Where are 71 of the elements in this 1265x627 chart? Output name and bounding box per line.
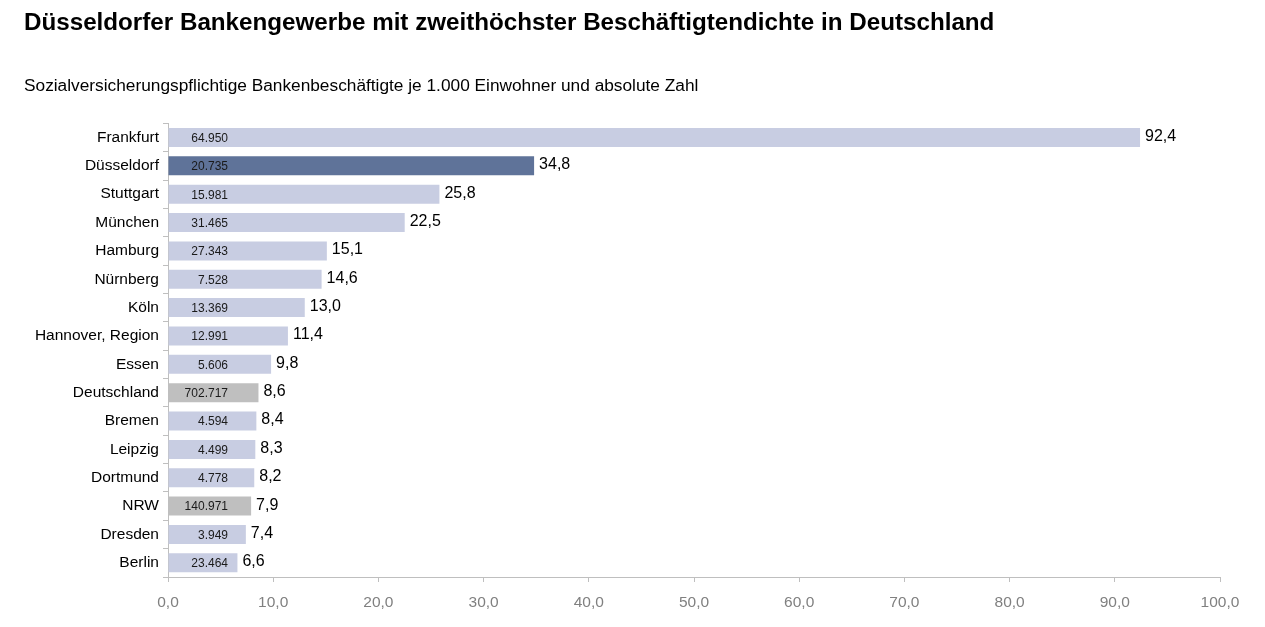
annotation: 15.981 — [191, 187, 229, 202]
chart-title: Düsseldorfer Bankengewerbe mit zweithöchster Beschäftigtendichte in Deutschland — [24, 8, 995, 36]
x-tick-label: 30,0 — [468, 592, 500, 610]
annotation: 27.343 — [191, 244, 229, 259]
annotation: 23.464 — [191, 556, 229, 571]
data-label: 34,8 — [539, 155, 571, 173]
y-tick-label: Düsseldorf — [84, 156, 160, 174]
annotation: 5.606 — [197, 357, 229, 372]
bar — [168, 269, 322, 289]
y-tick-label: Essen — [115, 354, 159, 372]
x-tick-label: 20,0 — [363, 592, 394, 610]
y-tick-label: München — [95, 212, 159, 230]
y-tick-label: Dresden — [100, 524, 159, 542]
y-tick-label: Deutschland — [72, 382, 159, 400]
bar — [168, 184, 440, 204]
bar — [168, 127, 1141, 147]
annotation: 12.991 — [191, 329, 229, 344]
y-tick-label: Stuttgart — [100, 184, 160, 202]
y-tick-label: Nürnberg — [94, 269, 159, 287]
annotation: 13.369 — [191, 300, 229, 315]
y-tick-label: NRW — [122, 496, 160, 514]
annotation: 7.528 — [197, 272, 229, 287]
bar — [168, 354, 272, 374]
data-label: 9,8 — [276, 353, 299, 371]
bar — [168, 468, 255, 488]
x-tick-label: 40,0 — [573, 592, 605, 610]
bar — [168, 298, 305, 318]
annotation: 702.717 — [184, 386, 229, 400]
bar — [168, 241, 327, 261]
y-tick-label: Köln — [127, 297, 159, 315]
y-tick-label: Berlin — [119, 553, 159, 571]
y-tick-label: Hamburg — [95, 241, 159, 259]
x-tick-label: 90,0 — [1099, 592, 1131, 610]
x-tick-label: 60,0 — [784, 592, 815, 610]
data-label: 14,6 — [326, 268, 358, 286]
data-label: 15,1 — [331, 240, 364, 258]
bar — [168, 326, 288, 346]
data-label: 13,0 — [309, 297, 341, 315]
bar — [168, 213, 405, 233]
x-tick-label: 50,0 — [678, 592, 710, 610]
x-tick-label: 70,0 — [889, 592, 920, 610]
annotation: 3.949 — [197, 527, 229, 542]
annotation: 20.735 — [191, 159, 229, 174]
chart-subtitle: Sozialversicherungspflichtige Bankenbeschäftigte je 1.000 Einwohner und absolute Zahl — [24, 75, 699, 95]
annotation: 31.465 — [191, 215, 229, 230]
data-label: 11,4 — [292, 325, 323, 343]
data-label: 8,4 — [261, 410, 284, 428]
y-tick-label: Bremen — [104, 411, 159, 429]
y-tick-label: Frankfurt — [96, 127, 160, 145]
data-label: 8,3 — [260, 438, 283, 456]
y-tick-label: Dortmund — [90, 468, 159, 486]
y-tick-label: Leipzig — [109, 439, 159, 457]
data-label: 8,2 — [259, 467, 282, 485]
data-label: 22,5 — [409, 211, 441, 229]
x-tick-label: 10,0 — [258, 592, 289, 610]
annotation: 140.971 — [184, 499, 229, 514]
annotation: 4.499 — [197, 442, 229, 457]
y-tick-label: Hannover, Region — [34, 326, 159, 344]
data-label: 92,4 — [1145, 126, 1177, 144]
x-tick-label: 0,0 — [157, 592, 180, 610]
x-tick-label: 100,0 — [1200, 592, 1240, 610]
data-label: 8,6 — [263, 382, 286, 400]
annotation: 4.594 — [197, 414, 229, 429]
annotation: 64.950 — [191, 130, 229, 145]
data-label: 7,4 — [250, 523, 274, 541]
data-label: 25,8 — [444, 183, 476, 201]
x-tick-label: 80,0 — [994, 592, 1026, 610]
bar — [168, 156, 535, 176]
annotation: 4.778 — [197, 471, 229, 486]
data-label: 6,6 — [242, 552, 265, 570]
data-label: 7,9 — [256, 495, 279, 513]
